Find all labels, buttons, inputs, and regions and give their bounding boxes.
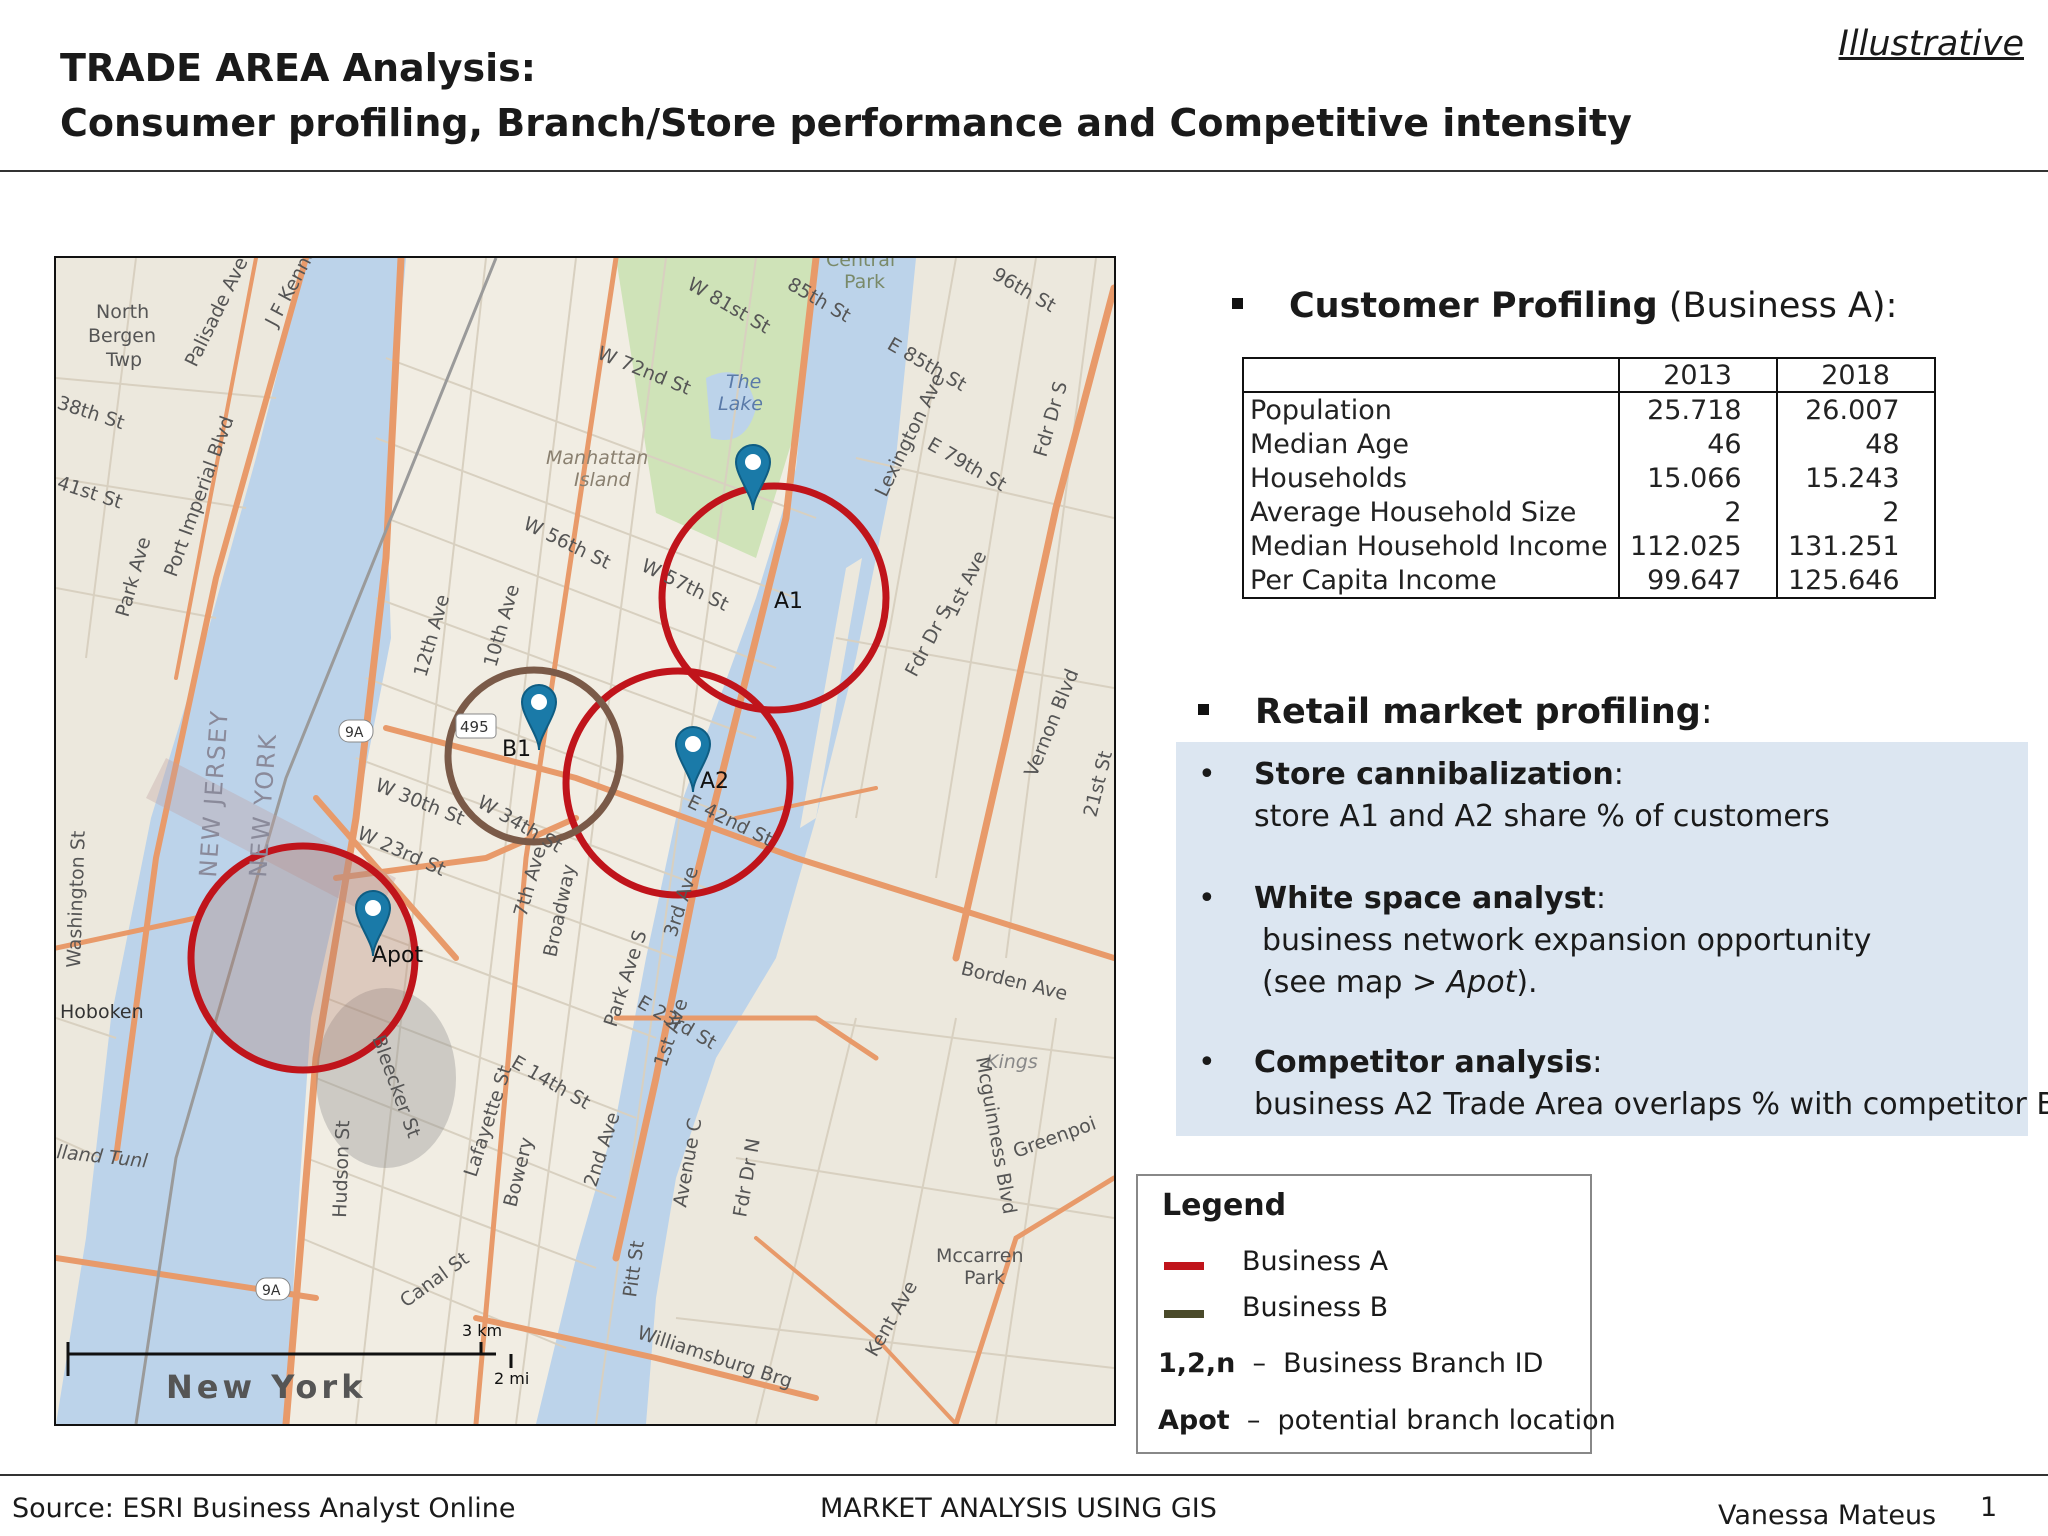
marker-pin-icon (354, 444, 772, 957)
marker-label-b1: B1 (502, 737, 531, 762)
svg-text:Hoboken: Hoboken (60, 1001, 144, 1023)
svg-text:9A: 9A (345, 725, 364, 741)
illustrative-tag: Illustrative (1838, 24, 2024, 64)
retail-profiling-heading: Retail market profiling: (1198, 692, 1713, 732)
scale-km: 3 km (462, 1321, 502, 1340)
scale-bar (66, 1342, 513, 1376)
table-row: Average Household Size 2 2 (1243, 495, 1935, 529)
svg-text:Manhattan: Manhattan (546, 447, 648, 469)
svg-text:Bergen: Bergen (88, 325, 156, 347)
new-jersey-land (56, 258, 306, 1424)
svg-text:Kings: Kings (986, 1051, 1038, 1073)
table-corner (1243, 358, 1619, 393)
square-bullet-icon (1198, 703, 1209, 715)
page-title-line1: TRADE AREA Analysis: (60, 46, 536, 90)
table-row: Households 15.066 15.243 (1243, 461, 1935, 495)
legend-apot: Apot – potential branch location (1158, 1405, 1616, 1436)
legend-swatch-business-b (1164, 1310, 1204, 1318)
square-bullet-icon (1232, 297, 1243, 309)
legend-label-business-b: Business B (1242, 1292, 1389, 1323)
svg-text:Lake: Lake (718, 393, 763, 415)
svg-text:Hudson St: Hudson St (329, 1120, 354, 1218)
svg-text:Pitt St: Pitt St (619, 1239, 649, 1298)
table-row: Per Capita Income 99.647 125.646 (1243, 563, 1935, 598)
table-row: Population 25.718 26.007 (1243, 392, 1935, 427)
customer-profiling-heading: Customer Profiling (Business A): (1232, 286, 1897, 326)
trade-area-a2 (562, 667, 794, 899)
svg-text:495: 495 (460, 718, 489, 736)
svg-text:Twp: Twp (105, 349, 142, 371)
svg-text:The: The (726, 371, 761, 393)
trade-area-b1 (444, 666, 624, 846)
legend-swatch-business-a (1164, 1262, 1204, 1270)
header-divider (0, 170, 2048, 172)
footer-divider (0, 1474, 2048, 1476)
legend-branch-id: 1,2,n – Business Branch ID (1158, 1348, 1544, 1379)
city-label: New York (166, 1368, 366, 1406)
svg-text:Park: Park (964, 1267, 1005, 1289)
legend-title: Legend (1162, 1188, 1287, 1223)
map-canvas: A1 A2 B1 Apot 9A 495 9A North Bergen Twp… (56, 258, 1114, 1424)
table-row: Median Household Income 112.025 131.251 (1243, 529, 1935, 563)
bullet-dot-icon: • (1198, 1045, 1216, 1080)
rail-line (134, 258, 498, 1424)
highway-shield-icon: 9A 495 9A (255, 713, 497, 1301)
svg-text:North: North (96, 301, 149, 323)
column-header-2018: 2018 (1775, 357, 1936, 393)
footer-author: Vanessa Mateus (1718, 1500, 1937, 1531)
map-legend: Legend Business A Business B 1,2,n – Bus… (1136, 1174, 1616, 1454)
column-header-2013: 2013 (1617, 357, 1778, 393)
legend-label-business-a: Business A (1242, 1246, 1389, 1277)
marker-label-a2: A2 (700, 769, 729, 794)
svg-text:Park: Park (844, 271, 885, 293)
svg-text:Island: Island (574, 469, 631, 491)
svg-text:NEW JERSEY: NEW JERSEY (194, 708, 234, 878)
retail-profiling-box: • Store cannibalization: store A1 and A2… (1176, 742, 2048, 1136)
marker-label-a1: A1 (774, 589, 803, 614)
svg-text:Central: Central (826, 258, 895, 271)
page-number: 1 (1980, 1492, 1998, 1523)
footer-title: MARKET ANALYSIS USING GIS (820, 1493, 1217, 1524)
bullet-dot-icon: • (1198, 757, 1216, 792)
trade-area-a1 (658, 482, 890, 714)
svg-text:Washington St: Washington St (63, 830, 90, 968)
trade-area-map[interactable]: A1 A2 B1 Apot 9A 495 9A North Bergen Twp… (54, 256, 1116, 1426)
queens-brooklyn-land (646, 258, 1114, 1424)
svg-text:9A: 9A (262, 1283, 281, 1299)
svg-text:3rd Ave: 3rd Ave (660, 864, 703, 940)
table-row: Median Age 46 48 (1243, 427, 1935, 461)
page-title-line2: Consumer profiling, Branch/Store perform… (60, 101, 1632, 145)
footer-source: Source: ESRI Business Analyst Online (12, 1493, 516, 1524)
the-lake (706, 372, 756, 440)
bullet-dot-icon: • (1198, 881, 1216, 916)
customer-profile-table: 2013 2018 Population 25.718 26.007 Median … (1242, 357, 1936, 599)
scale-mi: 2 mi (494, 1369, 529, 1388)
marker-label-apot: Apot (372, 943, 423, 968)
svg-text:Mccarren: Mccarren (936, 1245, 1024, 1267)
